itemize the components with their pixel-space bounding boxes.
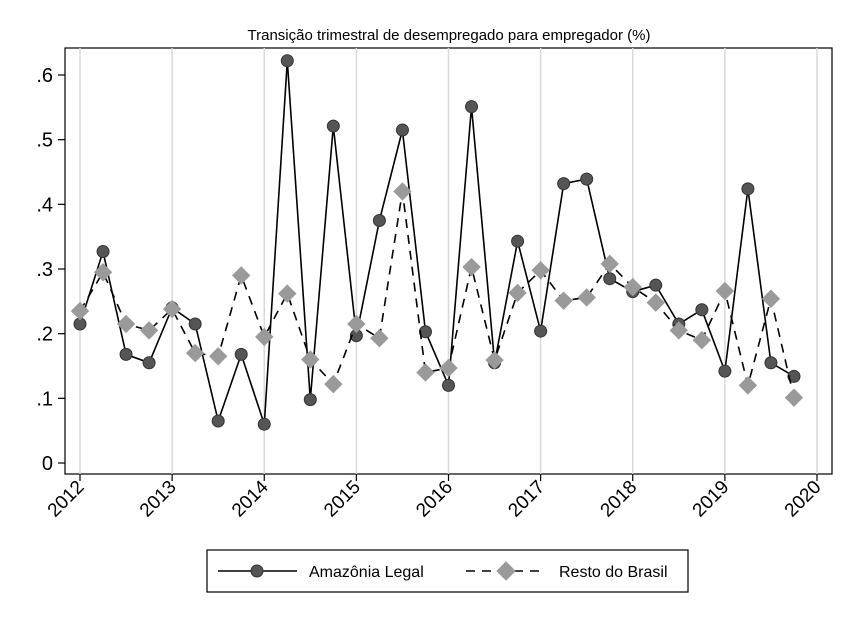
data-point: [234, 347, 248, 361]
data-point: [577, 288, 596, 307]
data-point: [255, 327, 274, 347]
y-tick-label: .6: [36, 65, 53, 87]
data-point: [301, 350, 320, 369]
data-point: [508, 283, 527, 303]
data-point: [347, 314, 366, 334]
data-point: [534, 324, 548, 338]
data-point: [142, 356, 156, 370]
legend-label-amazonia: Amazônia Legal: [309, 564, 424, 581]
data-point: [211, 414, 225, 428]
legend-marker-amazonia: [250, 564, 264, 578]
data-point: [393, 182, 412, 201]
y-tick-label: 0: [42, 453, 53, 475]
data-point: [715, 281, 735, 301]
data-point: [232, 266, 251, 285]
y-tick-label: .2: [36, 324, 53, 346]
data-point: [208, 347, 228, 366]
data-point: [580, 172, 594, 186]
y-tick-label: .4: [36, 194, 53, 216]
data-point: [119, 347, 133, 361]
series-layer: [70, 54, 804, 431]
data-point: [372, 214, 386, 227]
data-point: [738, 376, 758, 395]
data-point: [280, 54, 294, 68]
data-point: [646, 293, 665, 312]
data-point: [784, 388, 804, 407]
data-point: [649, 278, 663, 292]
y-tick-label: .1: [36, 388, 53, 410]
data-point: [692, 330, 712, 350]
data-point: [600, 254, 619, 274]
data-point: [395, 123, 409, 137]
data-point: [416, 363, 435, 382]
chart-title: Transição trimestral de desempregado par…: [248, 27, 651, 44]
data-point: [442, 378, 455, 392]
data-point: [188, 317, 202, 331]
data-point: [324, 374, 343, 394]
data-point: [326, 119, 340, 133]
data-point: [70, 301, 90, 321]
data-point: [257, 417, 271, 431]
grid-lines: [79, 48, 818, 474]
legend-marker-resto: [496, 561, 516, 581]
data-point: [764, 356, 778, 370]
data-point: [557, 177, 571, 191]
data-point: [462, 257, 481, 277]
data-point: [303, 393, 317, 407]
data-point: [418, 325, 432, 339]
data-point: [116, 314, 136, 334]
data-point: [185, 343, 205, 363]
data-point: [370, 328, 389, 348]
data-point: [485, 350, 504, 370]
data-point: [741, 182, 755, 196]
legend: Amazônia Legal Resto do Brasil: [206, 549, 689, 593]
data-point: [603, 272, 617, 286]
data-point: [531, 261, 550, 280]
data-point: [93, 263, 113, 282]
data-point: [465, 100, 479, 114]
data-point: [554, 291, 573, 310]
data-point: [787, 369, 801, 383]
series-1: [70, 182, 804, 407]
data-point: [511, 234, 525, 248]
data-point: [278, 284, 297, 303]
data-point: [439, 358, 458, 378]
y-tick-label: .5: [36, 130, 53, 152]
series-line-0: [79, 60, 795, 425]
y-tick-label: .3: [36, 259, 53, 281]
data-point: [162, 299, 182, 319]
data-point: [96, 245, 110, 259]
data-point: [695, 303, 709, 317]
data-point: [669, 321, 689, 340]
data-point: [623, 277, 642, 297]
data-point: [718, 364, 732, 378]
data-point: [761, 289, 781, 308]
data-point: [139, 321, 159, 340]
legend-label-resto: Resto do Brasil: [559, 564, 668, 581]
